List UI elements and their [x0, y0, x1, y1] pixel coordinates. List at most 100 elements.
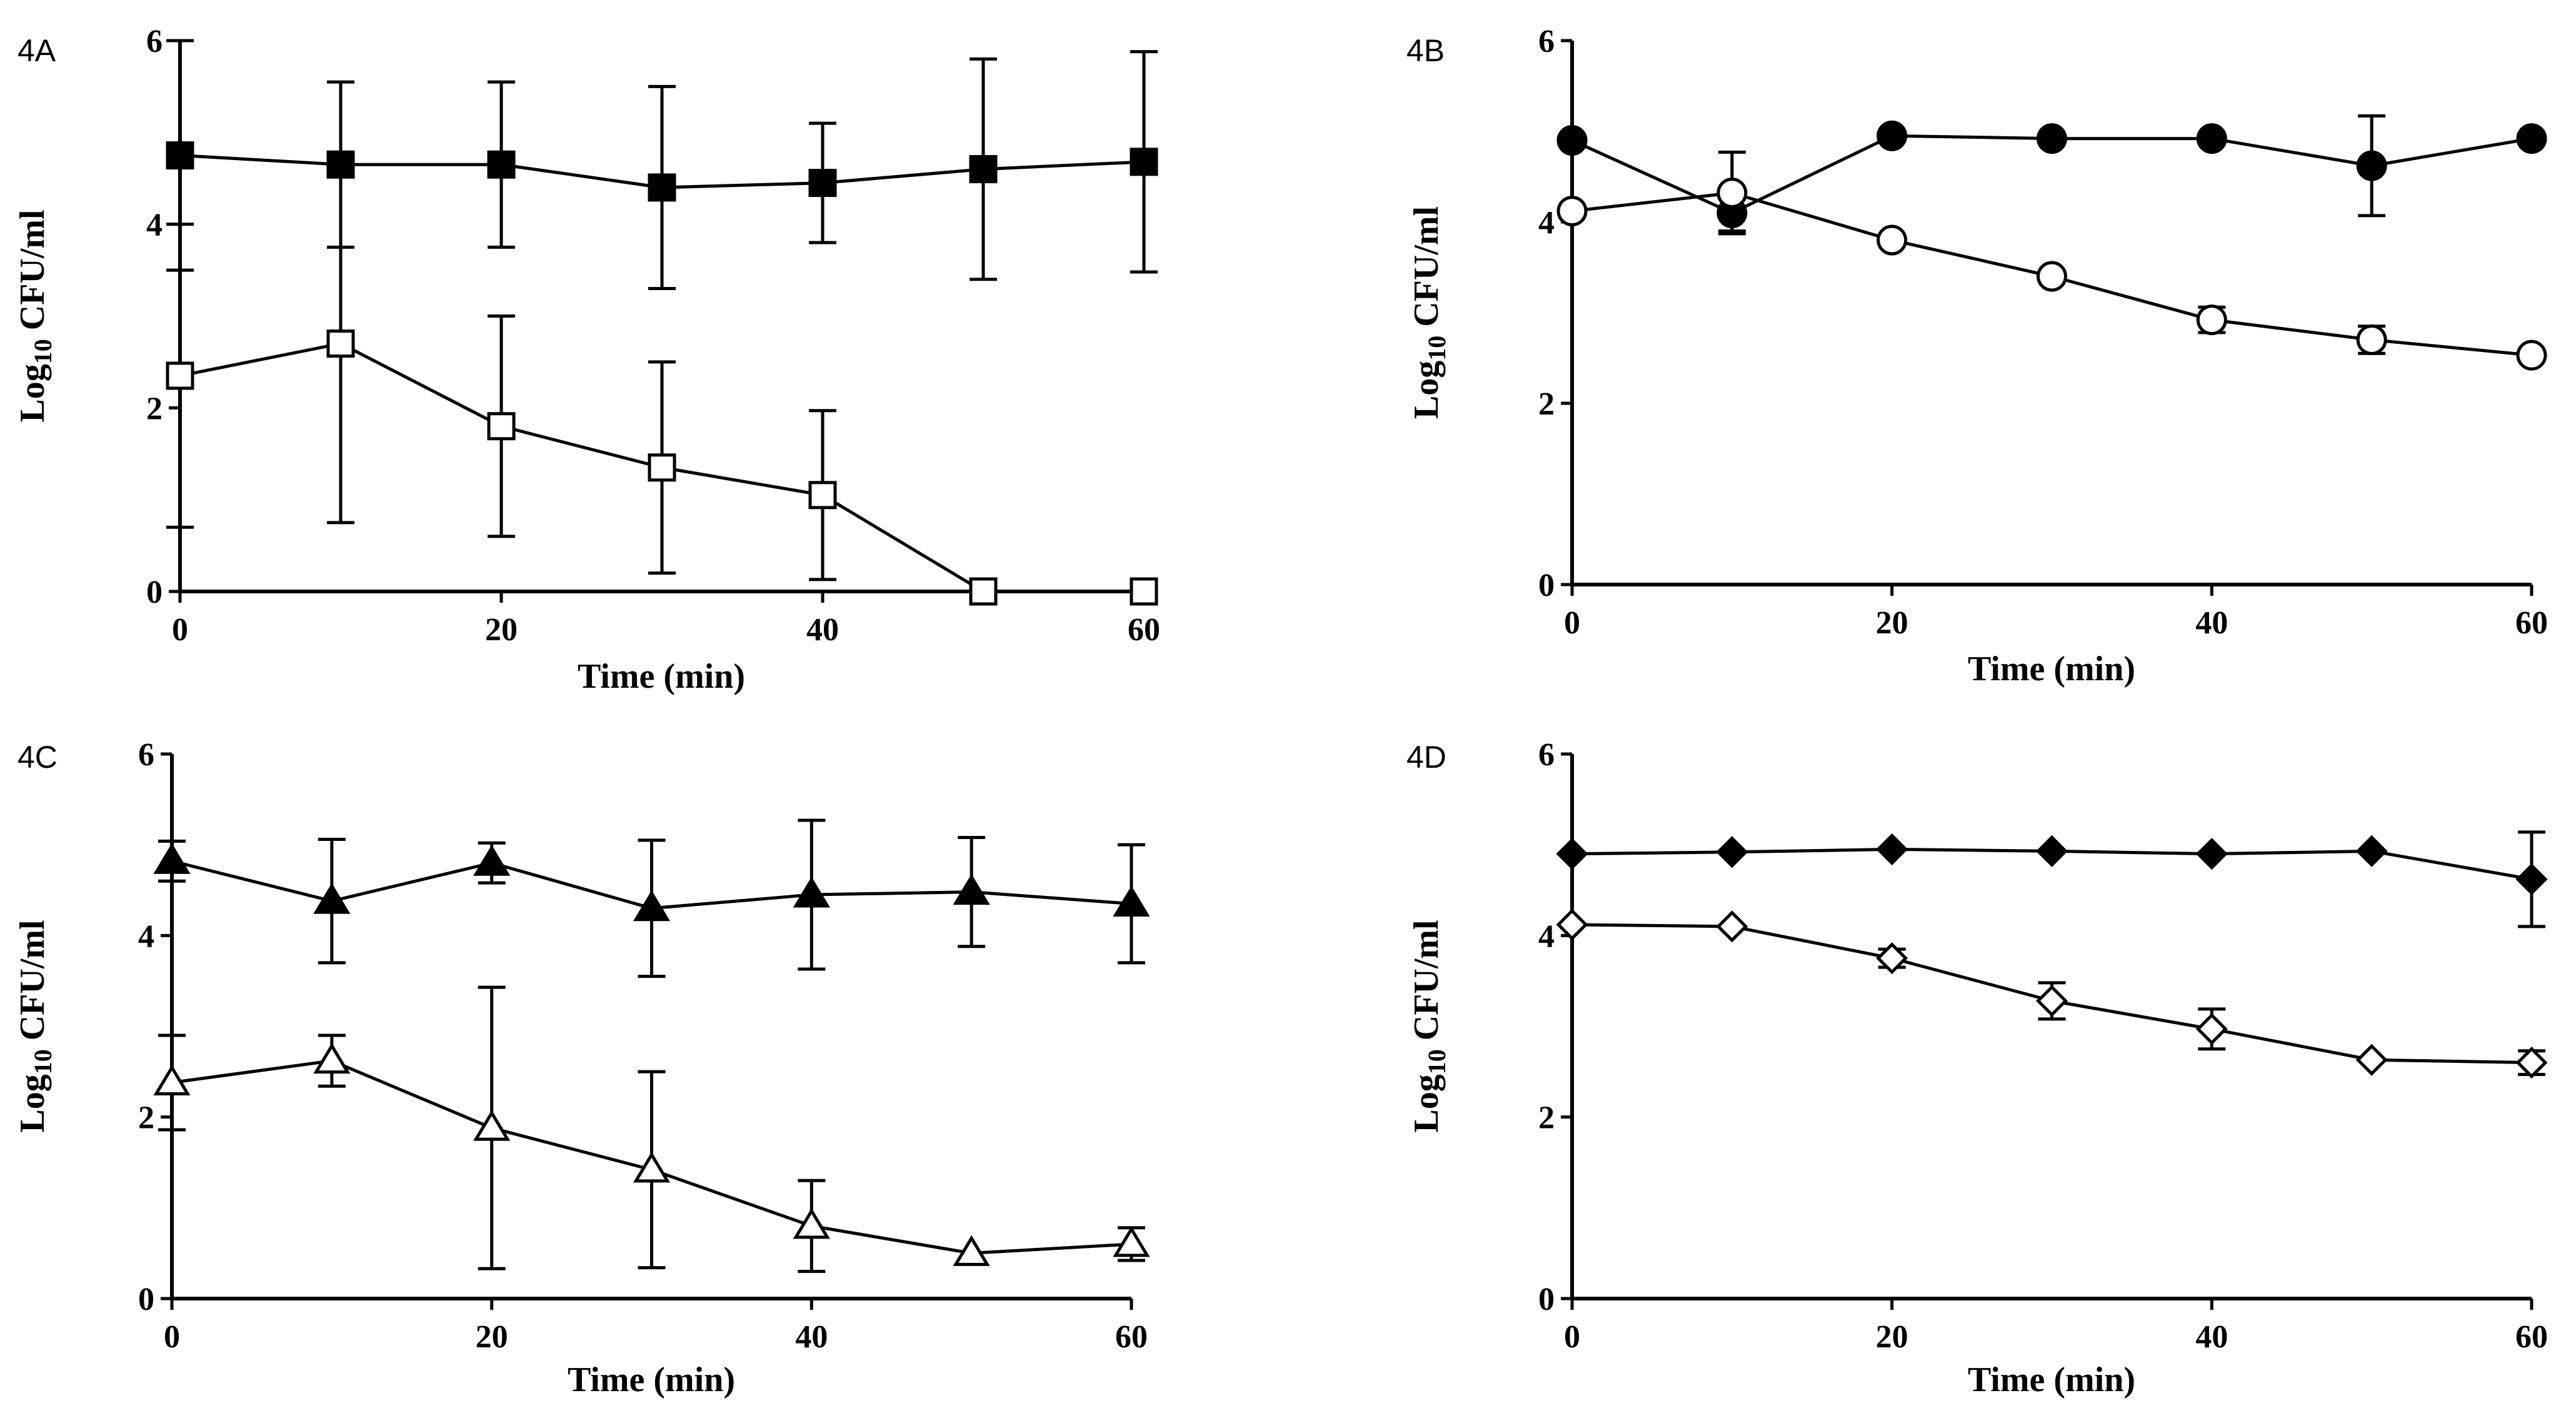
- panel-4a-plot: 0 20 40 60 0 2 4 6 Time (min) Log10 CFU/ml: [13, 24, 1160, 696]
- data-point-square-filled: [166, 141, 194, 170]
- data-point-square-filled: [487, 150, 516, 179]
- y-axis-label: Log10 CFU/ml: [1407, 920, 1451, 1132]
- data-point-circle-filled: [1556, 125, 1588, 156]
- y-tick-label: 0: [146, 575, 163, 610]
- panel-4c-plot: 0 20 40 60 0 2 4 6 Time (min) Log10 CFU/ml: [13, 737, 1150, 1399]
- data-point-square-filled: [808, 169, 837, 198]
- data-point-diamond-open: [2515, 1047, 2548, 1079]
- panel-4b-plot: 0 20 40 60 0 2 4 6 Time (min) Log10 CFU/ml: [1407, 24, 2548, 688]
- y-tick-label: 0: [1538, 568, 1555, 603]
- y-tick-label: 6: [1538, 24, 1555, 59]
- data-point-triangle-open: [153, 1064, 191, 1096]
- data-point-square-open: [648, 453, 676, 482]
- data-point-diamond-open: [1556, 908, 1588, 941]
- panel-label-4b: 4B: [1406, 33, 1445, 68]
- data-point-circle-filled: [2196, 123, 2227, 154]
- data-point-square-open: [1130, 577, 1158, 606]
- y-axis-label: Log10 CFU/ml: [1407, 206, 1451, 419]
- x-axis-label: Time (min): [578, 657, 745, 696]
- data-point-diamond-filled: [1876, 833, 1908, 865]
- panel-label-4d: 4D: [1406, 740, 1446, 775]
- x-tick-label: 40: [2195, 1319, 2228, 1355]
- panel-4c: 4C 0 20 40 60 0 2 4 6 Time (min) Log10 CFU/ml: [13, 737, 1150, 1399]
- data-point-diamond-filled: [1556, 838, 1588, 870]
- data-point-square-filled: [969, 155, 998, 184]
- x-tick-label: 60: [1128, 612, 1160, 648]
- data-point-triangle-open: [313, 1042, 351, 1074]
- y-tick-label: 2: [138, 1100, 154, 1136]
- y-tick-label: 6: [1538, 737, 1555, 773]
- data-point-square-open: [808, 481, 837, 510]
- data-point-triangle-filled: [793, 877, 830, 908]
- data-point-circle-filled: [1877, 120, 1908, 151]
- data-point-circle-filled: [2516, 123, 2547, 154]
- panel-4a: 4A 0 20 40 60 0 2 4 6 Time (min) Log10 CFU/ml: [13, 24, 1160, 696]
- data-point-triangle-open: [473, 1110, 511, 1141]
- data-point-diamond-filled: [2515, 863, 2548, 895]
- data-point-circle-open: [2037, 261, 2067, 292]
- data-point-square-open: [166, 361, 194, 390]
- data-point-triangle-open: [633, 1152, 671, 1183]
- y-axis-label: Log10 CFU/ml: [13, 920, 57, 1132]
- panel-4d-plot: 0 20 40 60 0 2 4 6 Time (min) Log10 CFU/ml: [1407, 737, 2548, 1399]
- data-point-circle-filled: [2037, 123, 2067, 154]
- data-point-square-filled: [648, 173, 676, 202]
- data-point-circle-open: [2196, 304, 2227, 336]
- y-tick-label: 4: [138, 918, 154, 954]
- x-tick-label: 20: [1876, 1319, 1908, 1355]
- data-point-diamond-filled: [2195, 838, 2228, 870]
- x-axis-label: Time (min): [1968, 1360, 2135, 1399]
- data-point-triangle-filled: [953, 873, 990, 905]
- data-point-triangle-open: [953, 1235, 990, 1266]
- data-point-triangle-open: [1113, 1226, 1150, 1257]
- data-point-triangle-filled: [633, 890, 671, 922]
- x-axis-label: Time (min): [568, 1360, 735, 1399]
- data-point-circle-open: [2516, 339, 2547, 371]
- data-point-circle-open: [1716, 178, 1748, 209]
- data-point-triangle-filled: [1113, 885, 1150, 917]
- data-point-triangle-filled: [153, 843, 191, 874]
- y-axis-label: Log10 CFU/ml: [13, 209, 57, 422]
- y-tick-label: 4: [146, 208, 163, 243]
- x-tick-label: 20: [476, 1319, 508, 1355]
- data-point-square-filled: [1130, 148, 1158, 176]
- data-point-square-open: [487, 412, 516, 441]
- panel-4b: 4B 0 20 40 60 0 2 4 6 Time (min) Log10 CFU/ml: [1406, 24, 2548, 688]
- x-tick-label: 20: [1876, 605, 1908, 641]
- x-tick-label: 60: [2515, 1319, 2548, 1355]
- data-point-diamond-open: [2355, 1043, 2388, 1076]
- x-tick-label: 40: [795, 1319, 828, 1355]
- y-tick-label: 0: [1538, 1282, 1555, 1317]
- y-tick-label: 4: [1538, 205, 1555, 241]
- data-point-circle-open: [1877, 224, 1908, 256]
- y-tick-label: 6: [146, 24, 163, 59]
- x-tick-label: 0: [1564, 605, 1580, 641]
- data-point-triangle-open: [793, 1208, 830, 1239]
- data-point-diamond-filled: [2035, 835, 2068, 867]
- y-tick-label: 2: [1538, 1100, 1555, 1136]
- panel-4d: 4D 0 20 40 60 0 2 4 6 Time (min) Log10 CFU/ml: [1406, 737, 2548, 1399]
- y-tick-label: 0: [138, 1282, 154, 1317]
- x-tick-label: 0: [164, 1319, 180, 1355]
- data-point-diamond-open: [1876, 942, 1908, 975]
- data-point-circle-open: [2356, 324, 2387, 355]
- data-point-diamond-open: [2035, 985, 2068, 1017]
- x-tick-label: 60: [1115, 1319, 1148, 1355]
- x-tick-label: 40: [2195, 605, 2228, 641]
- data-point-triangle-filled: [313, 883, 351, 914]
- x-tick-label: 60: [2515, 605, 2548, 641]
- data-point-square-open: [326, 329, 355, 358]
- data-point-diamond-open: [1716, 910, 1748, 943]
- data-point-diamond-open: [2195, 1013, 2228, 1045]
- data-point-diamond-filled: [2355, 835, 2388, 867]
- data-point-circle-open: [1556, 196, 1588, 227]
- panel-label-4c: 4C: [18, 740, 58, 775]
- x-tick-label: 0: [172, 612, 188, 648]
- y-tick-label: 4: [1538, 918, 1555, 954]
- data-point-circle-filled: [2356, 150, 2387, 181]
- x-tick-label: 40: [806, 612, 839, 648]
- data-point-diamond-filled: [1716, 836, 1748, 868]
- y-tick-label: 6: [138, 737, 154, 773]
- y-tick-label: 2: [1538, 386, 1555, 422]
